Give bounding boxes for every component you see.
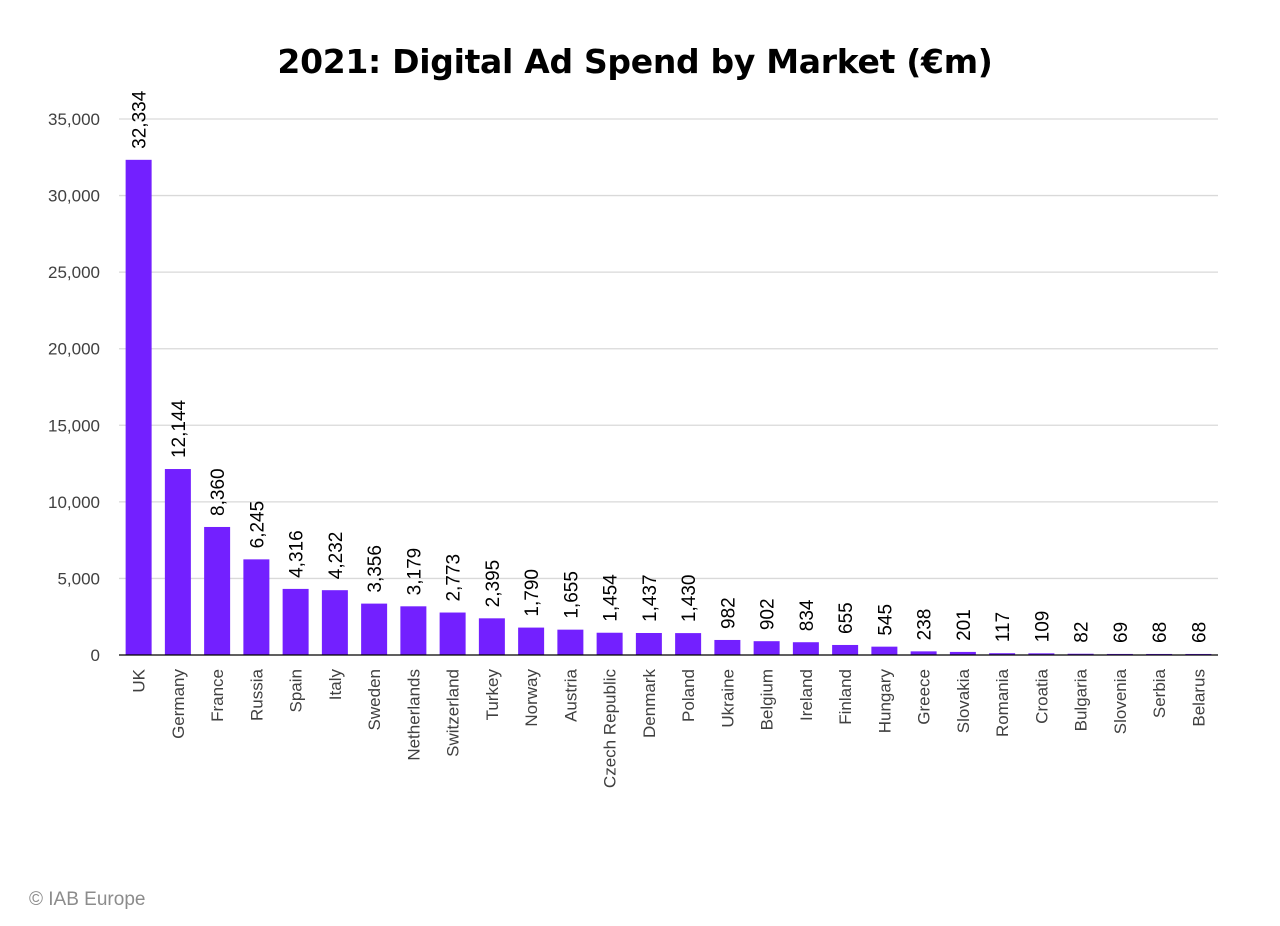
data-label: 902 bbox=[758, 598, 779, 630]
data-label: 1,790 bbox=[522, 569, 543, 617]
bar-czech-republic bbox=[596, 632, 623, 655]
data-label: 68 bbox=[1189, 622, 1210, 643]
data-label: 655 bbox=[836, 602, 857, 634]
bar-ireland bbox=[792, 642, 819, 655]
bar-denmark bbox=[635, 632, 662, 655]
y-tick-label: 25,000 bbox=[48, 263, 100, 282]
x-tick-label: Finland bbox=[836, 669, 855, 725]
data-label: 2,773 bbox=[444, 554, 465, 602]
bar-croatia bbox=[1028, 653, 1055, 655]
x-tick-label: Czech Republic bbox=[601, 669, 620, 789]
data-label: 12,144 bbox=[169, 399, 190, 458]
bar-poland bbox=[675, 633, 702, 655]
data-label: 6,245 bbox=[247, 501, 268, 549]
x-tick-label: Germany bbox=[169, 669, 188, 739]
x-tick-label: Spain bbox=[287, 669, 306, 712]
bar-netherlands bbox=[400, 606, 427, 655]
x-axis-tick-labels: UK Germany France Russia Spain Italy Sweden Net… bbox=[130, 668, 1209, 788]
bars bbox=[125, 159, 1212, 655]
data-label: 82 bbox=[1072, 622, 1093, 643]
data-label: 834 bbox=[797, 599, 818, 631]
data-label: 1,430 bbox=[679, 575, 700, 623]
y-tick-label: 35,000 bbox=[48, 110, 100, 129]
data-label: 545 bbox=[875, 604, 896, 636]
bar-hungary bbox=[871, 646, 898, 655]
bar-sweden bbox=[361, 603, 388, 655]
x-tick-label: Netherlands bbox=[404, 669, 423, 761]
x-tick-label: UK bbox=[130, 668, 149, 692]
bar-russia bbox=[243, 559, 270, 655]
data-label: 238 bbox=[915, 609, 936, 641]
bar-italy bbox=[321, 590, 348, 655]
x-tick-label: Bulgaria bbox=[1072, 668, 1091, 731]
bar-greece bbox=[910, 651, 937, 655]
data-label: 1,454 bbox=[601, 574, 622, 622]
x-tick-label: Denmark bbox=[640, 669, 659, 738]
x-tick-label: Austria bbox=[561, 668, 580, 721]
data-label: 1,655 bbox=[561, 571, 582, 619]
data-labels: 32,334 12,144 8,360 6,245 4,316 4,232 3,356 3,1… bbox=[130, 90, 1211, 643]
data-label: 32,334 bbox=[130, 90, 151, 149]
bar-ukraine bbox=[714, 639, 741, 655]
bar-germany bbox=[164, 469, 191, 655]
x-tick-label: France bbox=[208, 669, 227, 722]
x-tick-label: Slovakia bbox=[954, 668, 973, 733]
x-tick-label: Norway bbox=[522, 669, 541, 727]
y-tick-label: 20,000 bbox=[48, 340, 100, 359]
data-label: 982 bbox=[718, 597, 739, 629]
bar-slovakia bbox=[949, 651, 976, 655]
data-label: 201 bbox=[954, 609, 975, 641]
data-label: 4,232 bbox=[326, 532, 347, 580]
y-tick-label: 15,000 bbox=[48, 416, 100, 435]
data-label: 3,179 bbox=[404, 548, 425, 596]
x-tick-label: Croatia bbox=[1032, 668, 1051, 723]
x-tick-label: Belgium bbox=[758, 669, 777, 730]
bar-switzerland bbox=[439, 612, 466, 655]
footer-copyright: © IAB Europe bbox=[29, 889, 146, 910]
data-label: 109 bbox=[1032, 611, 1053, 643]
data-label: 2,395 bbox=[483, 560, 504, 608]
y-tick-label: 5,000 bbox=[57, 569, 100, 588]
x-tick-label: Greece bbox=[915, 669, 934, 725]
x-tick-label: Ireland bbox=[797, 669, 816, 721]
data-label: 8,360 bbox=[208, 468, 229, 516]
x-tick-label: Hungary bbox=[875, 669, 894, 734]
x-tick-label: Slovenia bbox=[1111, 668, 1130, 734]
bar-austria bbox=[557, 629, 584, 655]
bar-finland bbox=[832, 644, 859, 655]
bar-spain bbox=[282, 588, 309, 655]
x-tick-label: Serbia bbox=[1150, 668, 1169, 718]
bar-france bbox=[204, 526, 231, 655]
data-label: 3,356 bbox=[365, 545, 386, 593]
x-tick-label: Russia bbox=[247, 668, 266, 721]
y-tick-label: 0 bbox=[91, 646, 100, 665]
x-tick-label: Belarus bbox=[1189, 669, 1208, 727]
bar-romania bbox=[989, 653, 1016, 655]
x-tick-label: Ukraine bbox=[718, 669, 737, 728]
y-tick-label: 30,000 bbox=[48, 187, 100, 206]
x-tick-label: Italy bbox=[326, 669, 345, 701]
gridlines bbox=[119, 118, 1218, 580]
x-tick-label: Romania bbox=[993, 668, 1012, 737]
data-label: 68 bbox=[1150, 622, 1171, 643]
x-tick-label: Switzerland bbox=[444, 669, 463, 757]
data-label: 117 bbox=[993, 612, 1014, 642]
data-label: 69 bbox=[1111, 622, 1132, 643]
chart-title: 2021: Digital Ad Spend by Market (€m) bbox=[277, 42, 993, 81]
data-label: 4,316 bbox=[287, 530, 308, 578]
x-tick-label: Sweden bbox=[365, 669, 384, 730]
bar-turkey bbox=[478, 618, 505, 655]
bar-norway bbox=[518, 627, 545, 655]
y-tick-label: 10,000 bbox=[48, 493, 100, 512]
bar-belgium bbox=[753, 641, 780, 655]
data-label: 1,437 bbox=[640, 574, 661, 622]
x-tick-label: Poland bbox=[679, 669, 698, 722]
y-axis-tick-labels: 0 5,000 10,000 15,000 20,000 25,000 30,000 35,0… bbox=[48, 110, 100, 665]
x-tick-label: Turkey bbox=[483, 669, 502, 721]
bar-uk bbox=[125, 159, 152, 655]
